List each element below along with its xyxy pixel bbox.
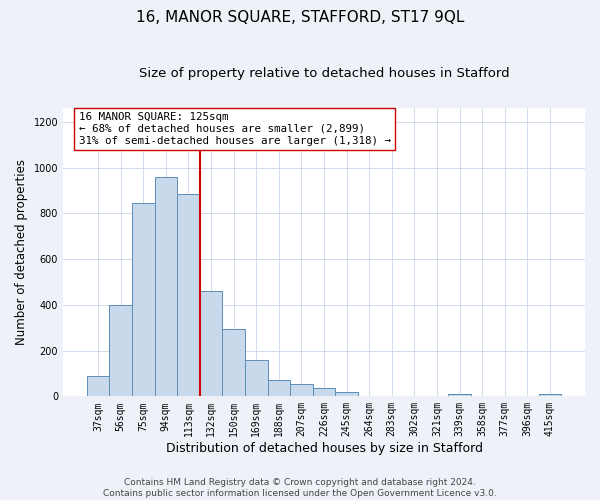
Text: Contains HM Land Registry data © Crown copyright and database right 2024.
Contai: Contains HM Land Registry data © Crown c…	[103, 478, 497, 498]
Text: 16, MANOR SQUARE, STAFFORD, ST17 9QL: 16, MANOR SQUARE, STAFFORD, ST17 9QL	[136, 10, 464, 25]
Bar	[223, 329, 245, 396]
Bar	[87, 376, 109, 396]
Bar	[539, 394, 561, 396]
X-axis label: Distribution of detached houses by size in Stafford: Distribution of detached houses by size …	[166, 442, 482, 455]
Bar	[290, 384, 313, 396]
Bar	[335, 392, 358, 396]
Y-axis label: Number of detached properties: Number of detached properties	[15, 159, 28, 345]
Bar	[177, 194, 200, 396]
Bar	[109, 305, 132, 396]
Bar	[155, 176, 177, 396]
Bar	[200, 291, 223, 397]
Bar	[448, 394, 471, 396]
Bar	[132, 203, 155, 396]
Bar	[268, 380, 290, 396]
Title: Size of property relative to detached houses in Stafford: Size of property relative to detached ho…	[139, 68, 509, 80]
Text: 16 MANOR SQUARE: 125sqm
← 68% of detached houses are smaller (2,899)
31% of semi: 16 MANOR SQUARE: 125sqm ← 68% of detache…	[79, 112, 391, 146]
Bar	[313, 388, 335, 396]
Bar	[245, 360, 268, 397]
